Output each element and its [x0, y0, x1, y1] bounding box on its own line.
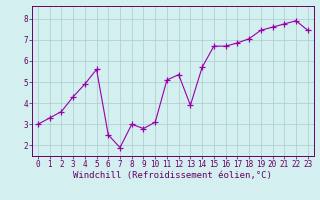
X-axis label: Windchill (Refroidissement éolien,°C): Windchill (Refroidissement éolien,°C): [73, 171, 272, 180]
